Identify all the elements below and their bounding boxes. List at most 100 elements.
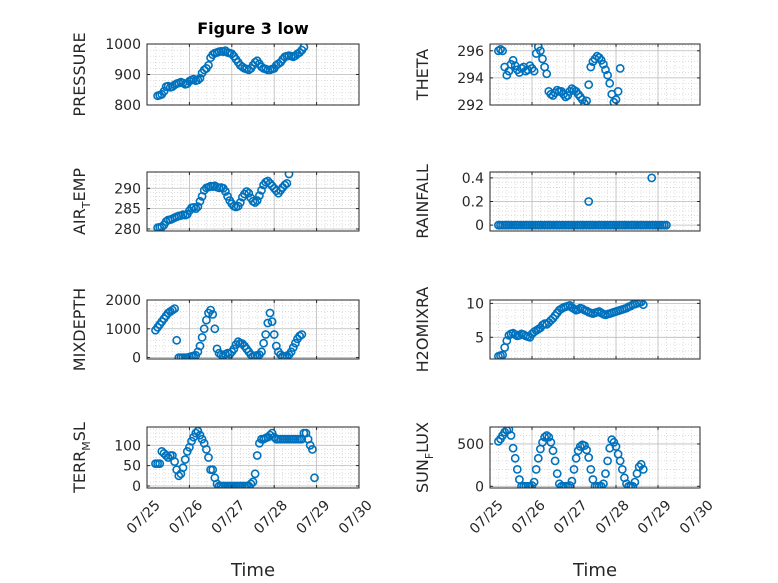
- data-point: [493, 436, 503, 446]
- data-points: [493, 427, 648, 488]
- y-axis-label: H2OMIXRA: [413, 287, 432, 373]
- data-points: [151, 427, 319, 488]
- data-point: [295, 48, 304, 57]
- data-point: [286, 347, 296, 357]
- data-point: [250, 469, 260, 479]
- x-tick-label: 07/30: [677, 497, 717, 537]
- data-point: [282, 178, 292, 188]
- y-tick-label: 0: [132, 351, 141, 367]
- data-point: [227, 49, 237, 59]
- axes-frame: [489, 426, 701, 489]
- data-point: [191, 428, 201, 438]
- data-point: [630, 477, 640, 487]
- data-point: [548, 446, 558, 456]
- data-point: [540, 432, 549, 442]
- data-point: [546, 437, 556, 447]
- data-point: [193, 202, 203, 211]
- data-point: [582, 445, 591, 455]
- data-points: [153, 44, 309, 101]
- y-tick-label: 292: [457, 98, 484, 114]
- data-point: [506, 431, 516, 440]
- y-tick-label: 100: [114, 438, 141, 454]
- data-point: [310, 473, 319, 483]
- y-tick-label: 280: [114, 222, 141, 238]
- data-point: [229, 344, 239, 354]
- data-points: [493, 44, 625, 105]
- y-tick-label: 50: [123, 459, 141, 475]
- subplot-h2omixra: 5 10 H2OMIXRA: [413, 287, 701, 373]
- x-tick-label: 07/25: [467, 497, 507, 537]
- data-points: [494, 300, 648, 359]
- data-point: [159, 86, 169, 96]
- data-point: [584, 80, 594, 90]
- data-point: [206, 305, 215, 315]
- data-point: [199, 324, 209, 334]
- data-point: [201, 444, 211, 454]
- data-point: [617, 464, 627, 474]
- data-point: [502, 336, 512, 346]
- data-point: [571, 453, 581, 463]
- data-point: [529, 477, 539, 487]
- y-axis-label: PRESSURE: [70, 32, 89, 116]
- data-point: [647, 173, 657, 183]
- subplot-air-temp: 280 285 290 AIRTEMP: [70, 168, 360, 238]
- data-point: [212, 344, 222, 354]
- plot-area: [147, 300, 359, 359]
- data-point: [550, 456, 560, 466]
- data-point: [510, 453, 520, 463]
- data-point: [220, 187, 230, 196]
- x-tick-label: 07/30: [336, 497, 376, 537]
- data-point: [174, 471, 184, 481]
- data-point: [204, 453, 213, 462]
- data-point: [191, 204, 201, 213]
- data-point: [512, 464, 522, 474]
- data-point: [601, 65, 610, 75]
- data-point: [638, 464, 648, 474]
- y-axis-label: RAINFALL: [413, 164, 432, 239]
- data-point: [163, 453, 173, 462]
- data-point: [580, 441, 589, 450]
- figure-title: Figure 3 low: [197, 19, 309, 38]
- data-point: [636, 459, 646, 469]
- data-point: [586, 62, 596, 72]
- data-point: [599, 479, 608, 488]
- y-tick-label: 0: [132, 479, 141, 495]
- axes-frame: [146, 171, 360, 232]
- data-point: [170, 457, 179, 466]
- data-point: [161, 451, 171, 460]
- data-point: [538, 437, 547, 447]
- y-tick-label: 0: [475, 218, 484, 234]
- data-point: [265, 430, 275, 440]
- y-tick-label: 800: [114, 98, 141, 114]
- data-point: [267, 317, 277, 326]
- y-axis-label: AIRTEMP: [70, 168, 93, 235]
- data-point: [599, 59, 608, 69]
- data-point: [290, 338, 300, 348]
- data-point: [265, 308, 275, 318]
- x-tick-label: 07/25: [124, 497, 164, 537]
- data-point: [170, 304, 179, 313]
- x-axis-label: Time: [572, 560, 617, 581]
- axes-frame: [489, 43, 701, 106]
- data-point: [565, 481, 575, 488]
- data-point: [603, 70, 612, 80]
- y-tick-label: 5: [475, 330, 484, 346]
- y-axis-label: MIXDEPTH: [70, 288, 89, 371]
- data-point: [257, 185, 266, 195]
- data-point: [284, 172, 294, 179]
- data-point: [259, 338, 268, 348]
- data-point: [204, 60, 213, 70]
- data-point: [567, 476, 577, 486]
- data-point: [297, 330, 307, 339]
- data-point: [542, 69, 552, 79]
- axes-frame: [146, 299, 360, 360]
- data-point: [210, 324, 220, 334]
- data-point: [529, 66, 539, 76]
- data-point: [172, 335, 182, 345]
- data-point: [542, 431, 552, 440]
- y-tick-label: 285: [114, 202, 141, 218]
- data-point: [242, 187, 251, 196]
- x-tick-label: 07/28: [593, 497, 633, 537]
- data-point: [613, 87, 623, 96]
